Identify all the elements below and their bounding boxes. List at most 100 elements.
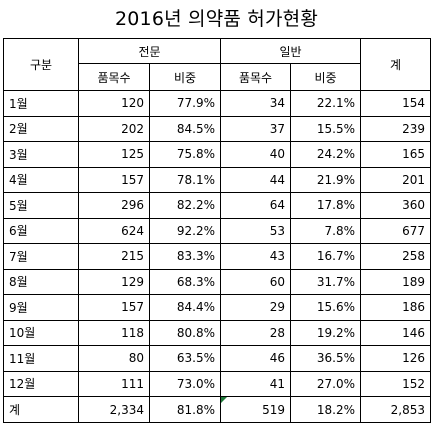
cell-pro-count[interactable]: 157 — [78, 166, 150, 193]
cell-gen-count[interactable]: 37 — [220, 115, 291, 142]
header-row-2: 품목수 비중 품목수 비중 — [4, 63, 431, 91]
cell-gen-ratio[interactable]: 22.1% — [290, 90, 361, 117]
cell-grand-total[interactable]: 2,853 — [360, 396, 431, 423]
cell-total-pro-ratio[interactable]: 81.8% — [149, 396, 221, 423]
cell-month[interactable]: 4월 — [3, 166, 79, 193]
table-row: 3월 125 75.8% 40 24.2% 165 — [3, 141, 431, 168]
cell-gen-count[interactable]: 46 — [220, 345, 291, 372]
cell-month[interactable]: 10월 — [3, 319, 79, 346]
cell-month[interactable]: 5월 — [3, 192, 79, 219]
cell-total-pro-count[interactable]: 2,334 — [78, 396, 150, 423]
cell-gen-count[interactable]: 64 — [220, 192, 291, 219]
cell-total[interactable]: 677 — [360, 217, 431, 244]
cell-pro-ratio[interactable]: 84.5% — [149, 115, 221, 142]
table-row: 4월 157 78.1% 44 21.9% 201 — [3, 166, 431, 193]
total-row: 계 2,334 81.8% 519 18.2% 2,853 — [3, 396, 431, 423]
cell-pro-ratio[interactable]: 78.1% — [149, 166, 221, 193]
cell-gen-ratio[interactable]: 15.6% — [290, 294, 361, 321]
cell-pro-count[interactable]: 624 — [78, 217, 150, 244]
cell-gen-ratio[interactable]: 16.7% — [290, 243, 361, 270]
header-gen-ratio[interactable]: 비중 — [290, 63, 361, 91]
cell-month[interactable]: 8월 — [3, 268, 79, 295]
cell-total[interactable]: 146 — [360, 319, 431, 346]
cell-gen-ratio[interactable]: 36.5% — [290, 345, 361, 372]
cell-pro-count[interactable]: 125 — [78, 141, 150, 168]
cell-total-gen-count[interactable]: 519 — [220, 396, 291, 423]
cell-month[interactable]: 9월 — [3, 294, 79, 321]
cell-month[interactable]: 12월 — [3, 370, 79, 397]
cell-month[interactable]: 1월 — [3, 90, 79, 117]
cell-pro-ratio[interactable]: 63.5% — [149, 345, 221, 372]
cell-total[interactable]: 126 — [360, 345, 431, 372]
table-row: 12월 111 73.0% 41 27.0% 152 — [3, 370, 431, 397]
header-total[interactable]: 계 — [360, 38, 431, 91]
cell-gen-ratio[interactable]: 31.7% — [290, 268, 361, 295]
header-professional[interactable]: 전문 — [78, 38, 221, 64]
cell-total[interactable]: 258 — [360, 243, 431, 270]
cell-gen-count[interactable]: 44 — [220, 166, 291, 193]
cell-total[interactable]: 152 — [360, 370, 431, 397]
cell-gen-ratio[interactable]: 21.9% — [290, 166, 361, 193]
cell-gen-count[interactable]: 53 — [220, 217, 291, 244]
cell-pro-count[interactable]: 296 — [78, 192, 150, 219]
cell-gen-ratio[interactable]: 19.2% — [290, 319, 361, 346]
cell-gen-ratio[interactable]: 24.2% — [290, 141, 361, 168]
cell-pro-ratio[interactable]: 80.8% — [149, 319, 221, 346]
cell-pro-count[interactable]: 215 — [78, 243, 150, 270]
cell-pro-ratio[interactable]: 83.3% — [149, 243, 221, 270]
table-row: 5월 296 82.2% 64 17.8% 360 — [3, 192, 431, 219]
table-title: 2016년 의약품 허가현황 — [114, 8, 319, 30]
cell-total[interactable]: 186 — [360, 294, 431, 321]
cell-month[interactable]: 6월 — [3, 217, 79, 244]
cell-gen-count[interactable]: 40 — [220, 141, 291, 168]
header-category[interactable]: 구분 — [3, 38, 79, 91]
cell-pro-count[interactable]: 118 — [78, 319, 150, 346]
table-row: 8월 129 68.3% 60 31.7% 189 — [3, 268, 431, 295]
table-row: 6월 624 92.2% 53 7.8% 677 — [3, 217, 431, 244]
cell-month[interactable]: 3월 — [3, 141, 79, 168]
cell-gen-count[interactable]: 43 — [220, 243, 291, 270]
cell-pro-count[interactable]: 202 — [78, 115, 150, 142]
cell-month[interactable]: 2월 — [3, 115, 79, 142]
cell-gen-ratio[interactable]: 15.5% — [290, 115, 361, 142]
cell-month[interactable]: 11월 — [3, 345, 79, 372]
header-pro-ratio[interactable]: 비중 — [149, 63, 221, 91]
cell-pro-count[interactable]: 80 — [78, 345, 150, 372]
cell-pro-ratio[interactable]: 75.8% — [149, 141, 221, 168]
table-row: 1월 120 77.9% 34 22.1% 154 — [3, 90, 431, 117]
approval-status-table: 구분 전문 일반 계 품목수 비중 품목수 비중 1월 120 77.9% 34… — [3, 38, 431, 423]
header-gen-count[interactable]: 품목수 — [220, 63, 291, 91]
header-row-1: 구분 전문 일반 계 — [3, 38, 431, 91]
cell-total[interactable]: 239 — [360, 115, 431, 142]
cell-total[interactable]: 165 — [360, 141, 431, 168]
cell-pro-ratio[interactable]: 82.2% — [149, 192, 221, 219]
cell-pro-ratio[interactable]: 68.3% — [149, 268, 221, 295]
cell-pro-count[interactable]: 120 — [78, 90, 150, 117]
cell-pro-ratio[interactable]: 73.0% — [149, 370, 221, 397]
cell-total[interactable]: 360 — [360, 192, 431, 219]
table-row: 10월 118 80.8% 28 19.2% 146 — [3, 319, 431, 346]
cell-pro-count[interactable]: 157 — [78, 294, 150, 321]
cell-gen-count[interactable]: 34 — [220, 90, 291, 117]
cell-total[interactable]: 189 — [360, 268, 431, 295]
cell-pro-ratio[interactable]: 84.4% — [149, 294, 221, 321]
cell-gen-count[interactable]: 28 — [220, 319, 291, 346]
cell-pro-count[interactable]: 111 — [78, 370, 150, 397]
cell-total-label[interactable]: 계 — [3, 396, 79, 423]
cell-gen-count[interactable]: 41 — [220, 370, 291, 397]
header-pro-count[interactable]: 품목수 — [78, 63, 150, 91]
cell-pro-ratio[interactable]: 77.9% — [149, 90, 221, 117]
cell-total[interactable]: 201 — [360, 166, 431, 193]
header-general[interactable]: 일반 — [220, 38, 361, 64]
cell-gen-ratio[interactable]: 17.8% — [290, 192, 361, 219]
cell-pro-count[interactable]: 129 — [78, 268, 150, 295]
cell-total[interactable]: 154 — [360, 90, 431, 117]
cell-gen-ratio[interactable]: 7.8% — [290, 217, 361, 244]
cell-total-gen-ratio[interactable]: 18.2% — [290, 396, 361, 423]
cell-gen-ratio[interactable]: 27.0% — [290, 370, 361, 397]
cell-month[interactable]: 7월 — [3, 243, 79, 270]
cell-pro-ratio[interactable]: 92.2% — [149, 217, 221, 244]
cell-gen-count[interactable]: 60 — [220, 268, 291, 295]
cell-gen-count[interactable]: 29 — [220, 294, 291, 321]
